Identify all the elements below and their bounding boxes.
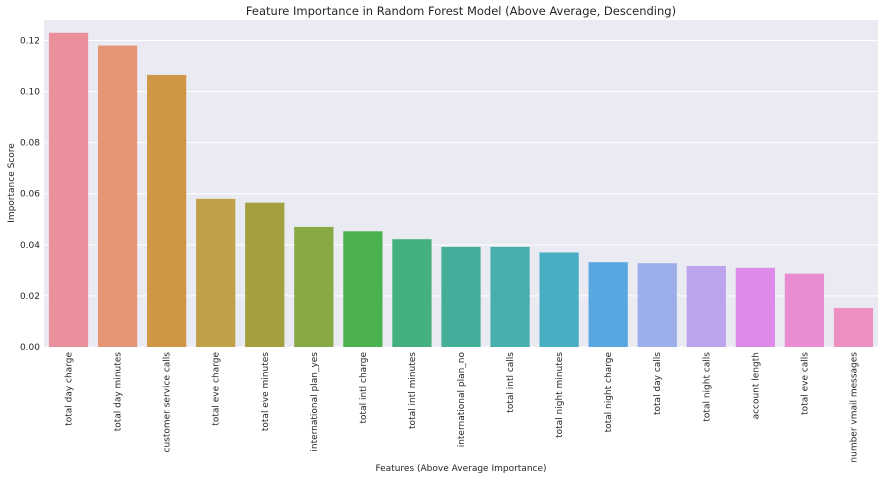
y-axis-title: Importance Score: [7, 143, 17, 223]
bar-total-eve-calls: [784, 273, 825, 347]
x-tick-label: total night calls: [702, 352, 712, 422]
y-tick-label: 0.08: [20, 139, 40, 149]
bar-total-intl-calls: [490, 246, 530, 347]
x-tick-label: total eve calls: [800, 352, 810, 415]
bar-total-day-calls: [637, 263, 677, 347]
bar-total-night-charge: [588, 262, 628, 347]
x-axis-title: Features (Above Average Importance): [375, 464, 546, 474]
x-tick-label: total night charge: [604, 352, 614, 433]
bar-total-intl-minutes: [392, 239, 432, 347]
bar-total-intl-charge: [343, 231, 383, 347]
bar-customer-service-calls: [147, 74, 187, 347]
y-axis-ticks: 0.00 0.02 0.04 0.06 0.08 0.10 0.12: [20, 36, 40, 353]
bar-total-night-calls: [686, 266, 726, 347]
x-tick-label: international plan_yes: [310, 352, 320, 452]
bar-international-plan-no: [441, 246, 481, 347]
x-tick-label: total intl charge: [359, 352, 369, 424]
bar-total-day-charge: [48, 32, 89, 347]
y-tick-label: 0.00: [20, 343, 40, 353]
y-tick-label: 0.02: [20, 292, 40, 302]
x-axis-ticks: total day charge total day minutes custome…: [65, 352, 860, 463]
bar-international-plan-yes: [294, 226, 334, 347]
x-tick-label: total day charge: [65, 352, 75, 426]
bar-total-night-minutes: [539, 252, 579, 347]
y-tick-label: 0.12: [20, 36, 40, 46]
y-tick-label: 0.10: [20, 88, 40, 98]
bar-total-eve-minutes: [245, 202, 285, 347]
x-tick-label: total intl calls: [506, 352, 516, 413]
x-tick-label: total night minutes: [555, 352, 565, 438]
bar-total-day-minutes: [97, 45, 138, 347]
y-tick-label: 0.04: [20, 241, 40, 251]
bar-total-eve-charge: [196, 198, 236, 347]
chart-title: Feature Importance in Random Forest Mode…: [246, 4, 676, 18]
x-tick-label: account length: [751, 352, 761, 419]
x-tick-label: number vmail messages: [849, 352, 859, 463]
x-tick-label: total eve minutes: [261, 352, 271, 431]
x-tick-label: customer service calls: [163, 352, 173, 453]
x-tick-label: total day minutes: [114, 352, 124, 432]
bars: [48, 32, 874, 347]
x-tick-label: total eve charge: [212, 352, 222, 426]
bar-number-vmail-messages: [833, 307, 874, 347]
x-tick-label: total intl minutes: [408, 352, 418, 429]
x-tick-label: total day calls: [653, 352, 663, 415]
y-tick-label: 0.06: [20, 190, 40, 200]
x-tick-label: international plan_no: [457, 352, 467, 448]
bar-account-length: [735, 267, 775, 347]
